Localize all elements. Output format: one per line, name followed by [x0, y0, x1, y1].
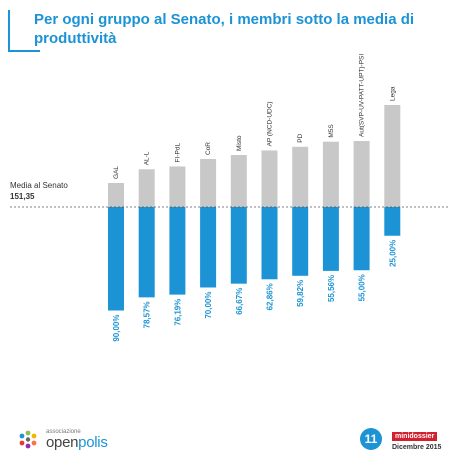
- logo-part1: open: [46, 434, 79, 451]
- minidossier-badge: minidossier: [392, 432, 438, 441]
- logo-part2: polis: [78, 434, 108, 451]
- bar-below-average: [384, 207, 401, 236]
- data-label: 90,00%: [112, 315, 121, 342]
- data-label: 62,86%: [266, 283, 275, 310]
- category-label: Lega: [389, 86, 396, 101]
- page-title: Per ogni gruppo al Senato, i membri sott…: [34, 11, 415, 47]
- data-label: 55,00%: [358, 274, 367, 301]
- data-label: 55,56%: [327, 275, 336, 302]
- category-label: AL-L: [144, 151, 151, 165]
- bar-below-average: [108, 207, 124, 311]
- category-label: PD: [297, 133, 304, 142]
- bar-below-average: [138, 207, 155, 298]
- data-label: 66,67%: [235, 288, 244, 315]
- data-label: 70,00%: [204, 292, 213, 319]
- data-label: 59,82%: [296, 280, 305, 307]
- data-label: 78,57%: [143, 301, 152, 328]
- title-rule: [8, 10, 40, 52]
- bar-below-average: [169, 207, 186, 295]
- bar-below-average: [200, 207, 217, 288]
- logo-subtitle: associazione: [46, 429, 81, 435]
- bar-above-average: [353, 141, 370, 207]
- category-label: CoR: [205, 142, 212, 155]
- category-label: GAL: [113, 166, 120, 179]
- bar-above-average: [384, 105, 401, 207]
- bar-above-average: [292, 146, 309, 207]
- bar-chart: Media al Senato 151,35 GAL 90,00% AL-L 78,57%…: [10, 54, 448, 342]
- bar-above-average: [108, 183, 124, 207]
- bar-above-average: [200, 159, 217, 207]
- category-label: FI-PdL: [174, 143, 181, 163]
- bar-below-average: [261, 207, 278, 280]
- reference-line-label: Media al Senato: [10, 181, 68, 190]
- data-label: 25,00%: [388, 240, 397, 267]
- bar-above-average: [261, 150, 278, 207]
- openpolis-logo-icon: [19, 430, 37, 449]
- bar-below-average: [230, 207, 247, 284]
- bar-above-average: [138, 169, 155, 207]
- bar-above-average: [322, 141, 339, 207]
- page-number: 11: [360, 428, 382, 450]
- bar-below-average: [292, 207, 309, 276]
- bar-above-average: [169, 166, 186, 207]
- category-label: Misto: [236, 135, 243, 151]
- category-label: AP (NCD-UDC): [267, 101, 274, 146]
- data-label: 76,19%: [173, 299, 182, 326]
- publication-date: Dicembre 2015: [392, 444, 442, 451]
- category-label: Aut(SVP-UV-PATT-UPT)-PSI: [359, 54, 366, 137]
- reference-line-value: 151,35: [10, 192, 35, 201]
- logo-wordmark: openpolis: [46, 434, 108, 451]
- bar-below-average: [353, 207, 370, 271]
- bar-below-average: [322, 207, 339, 271]
- bar-above-average: [230, 155, 247, 207]
- category-label: M5S: [328, 124, 335, 138]
